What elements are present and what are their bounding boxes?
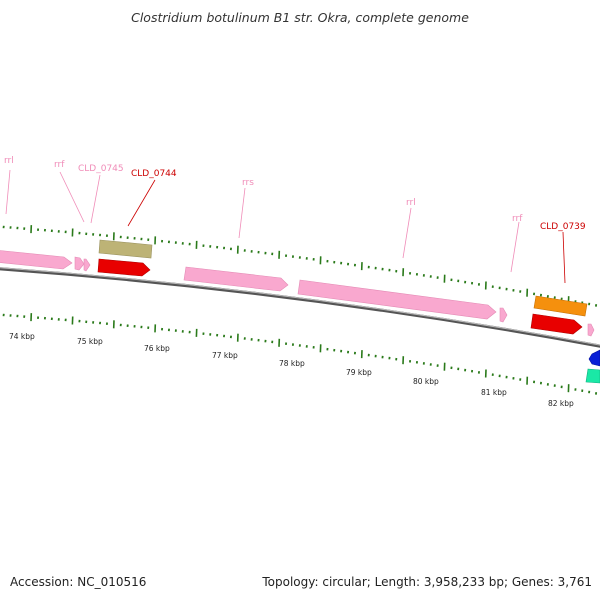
- kbp-label-77: 77 kbp: [212, 351, 238, 360]
- kbp-label-76: 76 kbp: [144, 344, 170, 353]
- label-cld0745[interactable]: CLD_0745: [78, 164, 124, 174]
- rrna-features: [0, 250, 595, 337]
- kbp-label-82: 82 kbp: [548, 399, 574, 408]
- rrl-gene-arrow-2[interactable]: [297, 279, 497, 320]
- cld0739-gene-block[interactable]: [533, 295, 588, 317]
- inner-tick-ring: [2, 313, 598, 395]
- kbp-label-74: 74 kbp: [9, 332, 35, 341]
- rrf-gene-arrow-1[interactable]: [74, 256, 85, 271]
- label-rrl-1[interactable]: rrl: [4, 156, 14, 166]
- rrf-gene-arrow-1b[interactable]: [83, 258, 91, 272]
- feature-labels: rrl rrf CLD_0745 CLD_0744 rrs rrl rrf CL…: [4, 156, 586, 284]
- red-gene-arrow-right[interactable]: [530, 313, 583, 335]
- label-cld0744[interactable]: CLD_0744: [131, 169, 177, 179]
- cds-features: [97, 239, 600, 384]
- cld0745-gene-block[interactable]: [98, 239, 153, 259]
- rrl-gene-arrow-1[interactable]: [0, 250, 73, 270]
- map-title: Clostridium botulinum B1 str. Okra, comp…: [131, 10, 469, 25]
- kbp-label-78: 78 kbp: [279, 359, 305, 368]
- genome-backbone: [0, 267, 600, 348]
- rrna-gene-arrow-edge[interactable]: [587, 323, 595, 337]
- blue-gene-arrow[interactable]: [588, 349, 600, 367]
- teal-gene-block[interactable]: [585, 368, 600, 384]
- kbp-scale-labels: 74 kbp 75 kbp 76 kbp 77 kbp 78 kbp 79 kb…: [9, 332, 574, 408]
- outer-tick-ring: [2, 225, 598, 307]
- kbp-label-81: 81 kbp: [481, 388, 507, 397]
- cld0744-gene-arrow[interactable]: [97, 258, 151, 277]
- label-rrf-1[interactable]: rrf: [54, 160, 65, 170]
- accession-text: Accession: NC_010516: [10, 575, 147, 589]
- kbp-label-80: 80 kbp: [413, 377, 439, 386]
- label-cld0739[interactable]: CLD_0739: [540, 222, 586, 232]
- rrf-gene-arrow-2[interactable]: [499, 307, 508, 323]
- label-rrl-2[interactable]: rrl: [406, 198, 416, 208]
- rrs-gene-arrow[interactable]: [183, 266, 289, 292]
- kbp-label-79: 79 kbp: [346, 368, 372, 377]
- label-rrs[interactable]: rrs: [242, 178, 254, 188]
- topology-text: Topology: circular; Length: 3,958,233 bp…: [262, 575, 592, 589]
- label-rrf-2[interactable]: rrf: [512, 214, 523, 224]
- kbp-label-75: 75 kbp: [77, 337, 103, 346]
